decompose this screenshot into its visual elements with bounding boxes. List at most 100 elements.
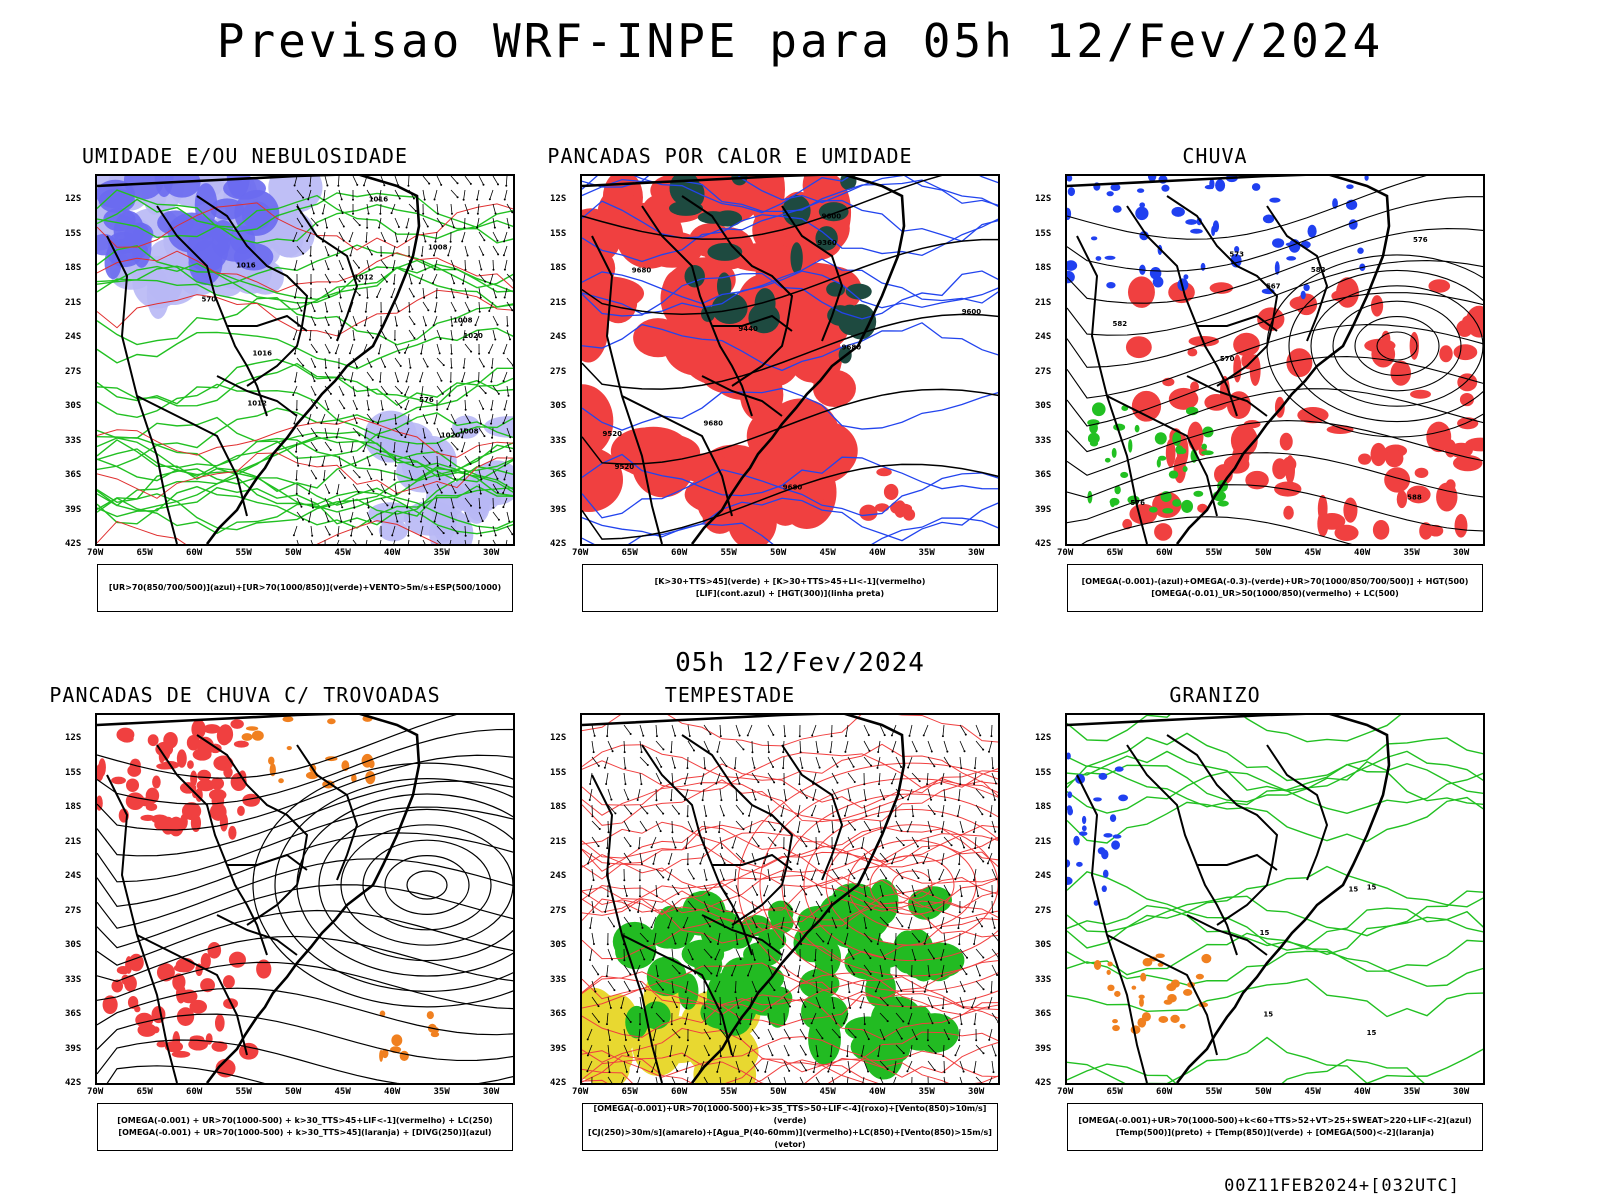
- panel-legend: [OMEGA(-0.001) + UR>70(1000-500) + k>30_…: [97, 1103, 513, 1151]
- contour-lines: [582, 176, 998, 540]
- contour-lines: [97, 202, 513, 544]
- contour-value-labels: 1016100810121020101610081012101610201008…: [202, 196, 483, 440]
- lon-tick-label: 40W: [384, 1087, 401, 1097]
- legend-line: [UR>70(850/700/500)](azul)+[UR>70(1000/8…: [108, 583, 502, 592]
- svg-text:9600: 9600: [822, 213, 842, 221]
- svg-text:576: 576: [1413, 236, 1428, 244]
- lon-tick-label: 35W: [918, 548, 935, 558]
- lat-tick-label: 15S: [550, 767, 567, 778]
- lat-tick-label: 21S: [65, 836, 82, 847]
- lon-tick-label: 50W: [1255, 548, 1272, 558]
- lat-tick-label: 36S: [65, 1009, 82, 1019]
- lat-tick-label: 33S: [1035, 974, 1052, 985]
- svg-text:9680: 9680: [632, 266, 652, 274]
- contour-lines: [252, 762, 513, 1008]
- lon-tick-label: 65W: [621, 548, 638, 558]
- lat-tick-label: 33S: [65, 974, 82, 985]
- contour-lines: [1266, 254, 1483, 438]
- lat-tick-label: 18S: [65, 802, 82, 812]
- lat-tick-label: 33S: [1035, 435, 1052, 446]
- svg-text:1008: 1008: [459, 427, 479, 435]
- lon-tick-label: 60W: [671, 1087, 688, 1097]
- svg-text:9680: 9680: [842, 344, 862, 352]
- lon-tick-label: 40W: [384, 548, 401, 558]
- lon-tick-label: 65W: [621, 1087, 638, 1097]
- svg-text:15: 15: [1260, 929, 1270, 937]
- legend-line: [CJ(250)>30m/s](amarelo)+[Agua_P(40-60mm…: [588, 1128, 992, 1149]
- svg-text:9680: 9680: [704, 420, 724, 428]
- lat-tick-label: 12S: [65, 733, 82, 743]
- map-frame: 1016 1008 1012 1020 1016 1008 1012 1016 1020 1008…: [95, 174, 515, 546]
- panel-title: TEMPESTADE: [664, 683, 796, 707]
- lat-tick-label: 18S: [1035, 802, 1052, 812]
- lat-tick-label: 12S: [550, 733, 567, 743]
- svg-text:9440: 9440: [738, 325, 758, 333]
- svg-text:9520: 9520: [615, 463, 635, 471]
- lon-tick-label: 60W: [671, 548, 688, 558]
- lon-tick-label: 65W: [136, 1087, 153, 1097]
- svg-text:567: 567: [1266, 283, 1281, 291]
- lat-tick-label: 12S: [1035, 733, 1052, 743]
- lat-tick-label: 12S: [550, 194, 567, 204]
- lat-tick-label: 42S: [1035, 1078, 1052, 1088]
- panel-pancadas-calor: PANCADAS POR CALOR E UMIDADE 9600 9680 9680…: [490, 144, 1000, 634]
- lon-tick-label: 45W: [819, 548, 836, 558]
- lat-tick-label: 36S: [550, 470, 567, 480]
- shaded-field: [1122, 276, 1483, 542]
- lat-tick-label: 42S: [65, 1078, 82, 1088]
- lat-tick-label: 21S: [1035, 297, 1052, 308]
- panel-title: GRANIZO: [1169, 683, 1261, 707]
- contour-value-labels: 15 15 15 15 15: [1260, 883, 1377, 1037]
- lat-tick-label: 21S: [1035, 836, 1052, 847]
- legend-line: [K>30+TTS>45](verde) + [K>30+TTS>45+LI<-…: [654, 577, 926, 586]
- map-frame: [95, 713, 515, 1085]
- svg-text:1012: 1012: [247, 399, 267, 407]
- lat-tick-label: 15S: [65, 767, 82, 778]
- lat-tick-label: 27S: [1035, 366, 1052, 377]
- lat-tick-label: 12S: [1035, 194, 1052, 204]
- lat-tick-label: 36S: [1035, 470, 1052, 480]
- lon-tick-label: 70W: [87, 548, 104, 558]
- map-boundaries: [1067, 715, 1391, 1083]
- lat-tick-label: 27S: [65, 905, 82, 916]
- lon-tick-label: 70W: [572, 548, 589, 558]
- svg-text:9600: 9600: [962, 308, 982, 316]
- map-boundaries: [97, 715, 421, 1083]
- lon-tick-label: 60W: [186, 548, 203, 558]
- lon-tick-label: 30W: [1453, 548, 1470, 558]
- lon-tick-label: 55W: [720, 1087, 737, 1097]
- map-canvas: [97, 715, 513, 1083]
- svg-text:1016: 1016: [253, 349, 273, 357]
- panel-legend: [OMEGA(-0.001)-(azul)+OMEGA(-0.3)-(verde…: [1067, 564, 1483, 612]
- lon-tick-label: 70W: [1057, 1087, 1074, 1097]
- panel-trovoadas: PANCADAS DE CHUVA C/ TROVOADAS 12S 15S 18S 2…: [5, 683, 515, 1173]
- map-frame: 588 582 576 570 582 576 573 567: [1065, 174, 1485, 546]
- lat-tick-label: 42S: [1035, 539, 1052, 549]
- shaded-field: [1067, 752, 1129, 906]
- lon-tick-label: 60W: [186, 1087, 203, 1097]
- lon-tick-label: 50W: [285, 1087, 302, 1097]
- svg-text:570: 570: [1220, 355, 1235, 363]
- svg-text:1012: 1012: [354, 274, 374, 282]
- lon-tick-label: 30W: [968, 1087, 985, 1097]
- svg-text:9680: 9680: [783, 483, 803, 491]
- lat-tick-label: 27S: [550, 366, 567, 377]
- lat-tick-label: 18S: [1035, 263, 1052, 273]
- lon-tick-label: 50W: [1255, 1087, 1272, 1097]
- lon-tick-label: 55W: [720, 548, 737, 558]
- lat-tick-label: 42S: [550, 539, 567, 549]
- svg-text:1020: 1020: [441, 432, 461, 440]
- shaded-field: [97, 176, 280, 286]
- lat-tick-label: 15S: [1035, 228, 1052, 239]
- panel-legend: [OMEGA(-0.001)+UR>70(1000-500)+k>35_TTS>…: [582, 1103, 998, 1151]
- svg-text:576: 576: [419, 396, 434, 404]
- lon-tick-label: 45W: [334, 548, 351, 558]
- map-canvas: [582, 715, 998, 1083]
- map-canvas: 588 582 576 570 582 576 573 567: [1067, 176, 1483, 544]
- lon-tick-label: 65W: [1106, 1087, 1123, 1097]
- lat-tick-label: 27S: [550, 905, 567, 916]
- contour-lines: [1067, 715, 1483, 1083]
- svg-text:15: 15: [1367, 1029, 1377, 1037]
- contour-lines: [97, 715, 513, 1083]
- panel-title: UMIDADE E/OU NEBULOSIDADE: [81, 144, 409, 168]
